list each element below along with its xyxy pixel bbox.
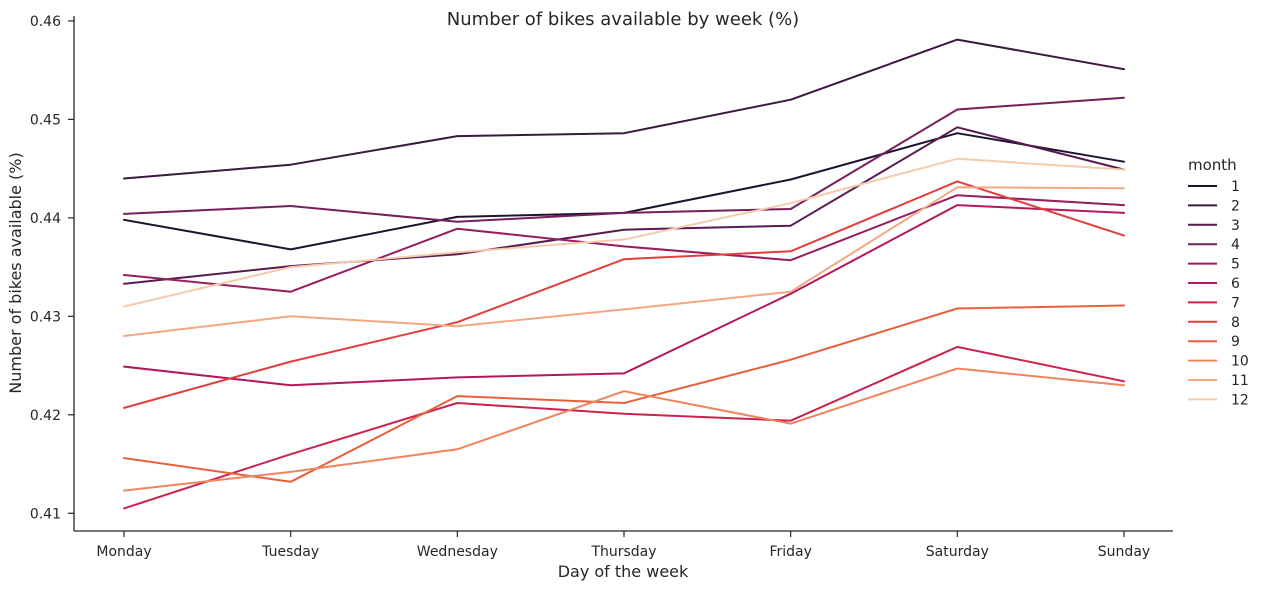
- y-axis-ticks: 0.41 0.42 0.43 0.44 0.45 0.46: [30, 14, 74, 522]
- legend-label: 10: [1231, 354, 1249, 370]
- x-tick-label: Friday: [769, 544, 811, 560]
- legend-label: 6: [1231, 276, 1240, 292]
- legend-label: 3: [1231, 218, 1240, 234]
- legend-label: 7: [1231, 295, 1240, 311]
- series-line-month-2: [123, 38, 1125, 180]
- y-tick-label: 0.43: [30, 309, 61, 325]
- legend-label: 9: [1231, 334, 1240, 350]
- plot-area: [123, 38, 1125, 510]
- legend-label: 5: [1231, 257, 1240, 273]
- x-axis-ticks: Monday Tuesday Wednesday Thursday Friday Satu…: [96, 531, 1150, 560]
- series-line-month-4: [123, 96, 1125, 223]
- y-tick-label: 0.44: [30, 211, 61, 227]
- legend-label: 12: [1231, 392, 1249, 408]
- x-tick-label: Sunday: [1098, 544, 1150, 560]
- x-tick-label: Thursday: [590, 544, 656, 560]
- series-line-month-5: [123, 194, 1125, 293]
- legend-label: 8: [1231, 315, 1240, 331]
- legend-label: 1: [1231, 179, 1240, 195]
- series-line-month-9: [123, 304, 1125, 483]
- series-line-month-1: [123, 132, 1125, 251]
- x-tick-label: Tuesday: [261, 544, 319, 560]
- legend-title: month: [1188, 156, 1237, 174]
- series-line-month-11: [123, 186, 1125, 337]
- x-tick-label: Monday: [96, 544, 151, 560]
- series-line-month-7: [123, 345, 1125, 510]
- legend-label: 4: [1231, 237, 1240, 253]
- y-tick-label: 0.41: [30, 506, 61, 522]
- y-axis-title: Number of bikes available (%): [6, 152, 25, 393]
- series-line-month-6: [123, 204, 1125, 387]
- x-tick-label: Saturday: [926, 544, 989, 560]
- series-line-month-10: [123, 367, 1125, 492]
- chart-title: Number of bikes available by week (%): [447, 9, 799, 30]
- y-tick-label: 0.42: [30, 408, 61, 424]
- legend-label: 2: [1231, 198, 1240, 214]
- y-tick-label: 0.45: [30, 112, 61, 128]
- x-tick-label: Wednesday: [417, 544, 498, 560]
- y-tick-label: 0.46: [30, 14, 61, 30]
- series-line-month-8: [123, 180, 1125, 409]
- series-line-month-12: [123, 157, 1125, 308]
- legend-label: 11: [1231, 373, 1249, 389]
- x-axis-title: Day of the week: [558, 562, 689, 581]
